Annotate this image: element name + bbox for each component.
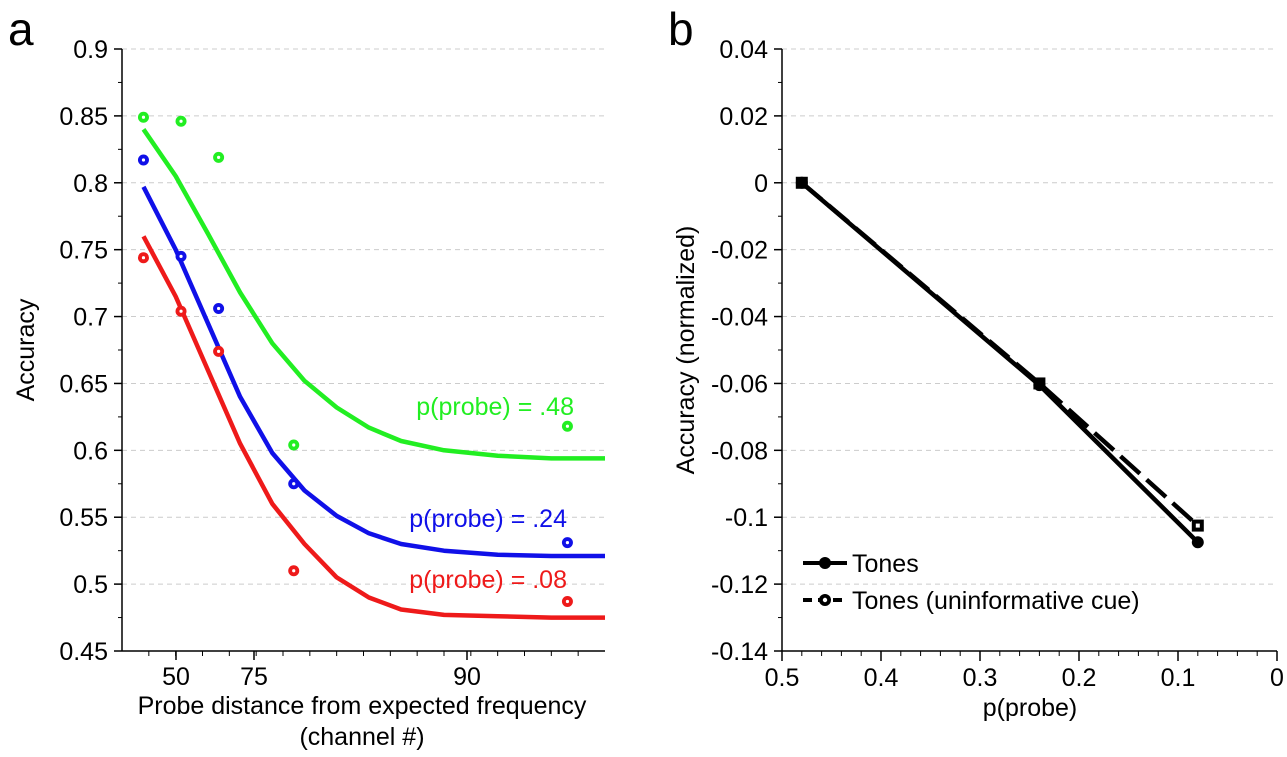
y-tick-label: -0.08 <box>711 437 768 465</box>
data-point-center <box>179 254 183 258</box>
data-point-center <box>1195 523 1200 528</box>
data-point-center <box>179 119 183 123</box>
panel-a-label: a <box>8 3 34 55</box>
data-point-center <box>292 443 296 447</box>
x-tick-label: 0.3 <box>963 664 998 692</box>
legend-label-uninformative: Tones (uninformative cue) <box>852 587 1140 615</box>
x-tick-label: 0.2 <box>1062 664 1097 692</box>
legend-marker-center <box>822 597 828 603</box>
series-line-solid <box>800 181 1200 544</box>
y-tick-label: 0 <box>754 170 768 198</box>
x-tick-label: 90 <box>453 663 481 691</box>
y-tick-label: 0.65 <box>59 370 108 398</box>
legend-marker-circle <box>819 557 831 569</box>
y-tick-label: 0.45 <box>59 638 108 666</box>
y-tick-label: -0.14 <box>711 638 768 666</box>
legend-label-tones: Tones <box>852 550 919 578</box>
data-point-center <box>292 482 296 486</box>
panel-b-label: b <box>668 3 694 55</box>
data-point-center <box>565 541 570 545</box>
x-axis-label: p(probe) <box>983 694 1078 722</box>
panel-b-chart: -0.14 -0.12 -0.1 -0.08 -0.06 -0.04 -0.02 0 0.02 0… <box>672 36 1284 722</box>
y-tick-label: 0.5 <box>73 571 108 599</box>
data-point-center <box>141 115 146 119</box>
y-tick-label: 0.04 <box>719 36 768 64</box>
series-label-red: p(probe) = .08 <box>409 566 567 594</box>
x-axis-label-sub: (channel #) <box>299 723 424 751</box>
y-tick-label: 0.8 <box>73 170 108 198</box>
y-tick-label: 0.9 <box>73 36 108 64</box>
data-point-center <box>292 569 296 573</box>
data-point-center <box>217 349 221 353</box>
x-tick-label: 0.4 <box>864 664 899 692</box>
series-label-green: p(probe) = .48 <box>416 393 574 421</box>
y-tick-label: -0.1 <box>725 504 768 532</box>
x-tick-label: 0 <box>1270 664 1284 692</box>
y-axis-label: Accuracy (normalized) <box>672 226 700 475</box>
x-tick-label: 75 <box>240 663 268 691</box>
y-tick-label: -0.06 <box>711 370 768 398</box>
y-tick-label: 0.85 <box>59 103 108 131</box>
series-label-blue: p(probe) = .24 <box>409 505 567 533</box>
y-tick-label: 0.55 <box>59 504 108 532</box>
data-point-circle <box>795 176 808 189</box>
fit-curve-red <box>141 235 605 620</box>
data-point-center <box>141 256 146 260</box>
y-tick-label: -0.04 <box>711 304 768 332</box>
y-axis-label: Accuracy <box>12 298 40 401</box>
x-tick-label: 0.1 <box>1161 664 1196 692</box>
panel-a-chart: 0.45 0.5 0.55 0.6 0.65 0.7 0.75 0.8 0.85 0.9 50 75 9… <box>12 36 605 751</box>
data-point-center <box>565 599 570 604</box>
y-tick-label: 0.02 <box>719 103 768 131</box>
y-tick-label: 0.75 <box>59 237 108 265</box>
fit-curve-green <box>141 128 605 461</box>
data-point-center <box>217 306 221 311</box>
data-point-center <box>217 155 221 159</box>
y-tick-label: -0.02 <box>711 237 768 265</box>
y-tick-label: -0.12 <box>711 571 768 599</box>
data-point-circle <box>1033 379 1046 392</box>
data-point-center <box>179 309 183 313</box>
x-axis-label: Probe distance from expected frequency <box>138 692 587 720</box>
x-tick-label: 50 <box>162 663 190 691</box>
data-point-center <box>141 158 146 162</box>
y-tick-label: 0.7 <box>73 304 108 332</box>
data-point-center <box>565 424 570 428</box>
data-point-circle <box>1191 536 1204 549</box>
fit-curve-blue <box>141 185 605 559</box>
y-tick-label: 0.6 <box>73 437 108 465</box>
x-tick-label: 0.5 <box>765 664 800 692</box>
